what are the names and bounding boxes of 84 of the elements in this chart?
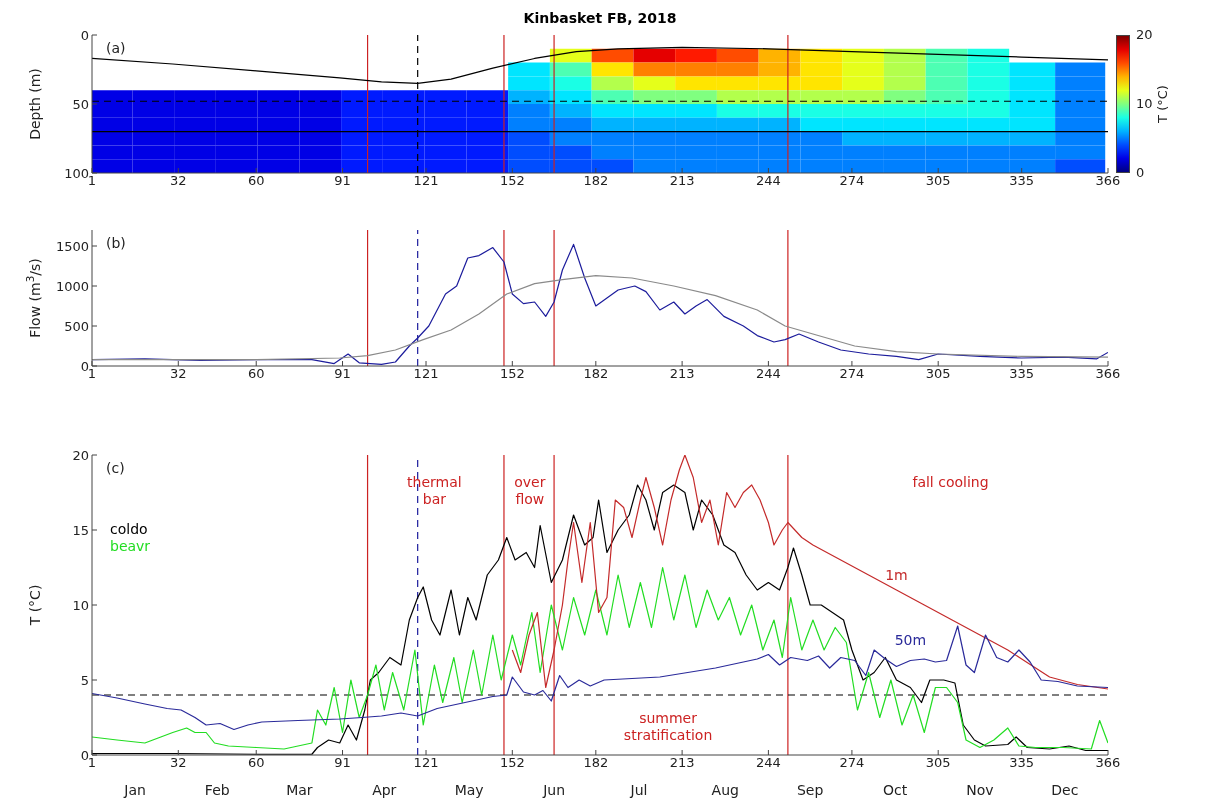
x-tick-label: 305 [925,366,951,382]
x-tick-label: 60 [247,173,265,189]
text: beavr [110,538,151,555]
y-tick-label: 0 [80,27,89,43]
y-tick-label: 0 [80,747,89,763]
x-tick-label: 213 [669,755,695,771]
series-label: 50m [894,631,927,648]
x-tick-label: 274 [839,173,865,189]
x-tick-label: 32 [170,173,187,189]
chart-title: Kinbasket FB, 2018 [522,10,678,26]
x-tick-label: 91 [334,755,351,771]
text: May [454,782,484,798]
x-tick-label: 213 [669,366,695,382]
x-tick-label: 244 [755,366,781,382]
x-tick-label: 182 [583,173,609,189]
annotation: over flow [514,474,546,507]
x-tick-label: 335 [1009,173,1035,189]
text: Feb [204,782,230,798]
annotation: (c) [106,460,125,476]
x-tick-label: 121 [413,366,439,382]
y-tick-label: 0 [80,358,89,374]
text: Jun [542,782,566,798]
y-tick-label: 10 [72,597,89,613]
x-tick-label: 91 [334,366,351,382]
x-tick-label: 91 [334,173,351,189]
text: coldo [110,521,149,538]
y-axis-title: Depth (m) [27,68,43,140]
y-tick-label: 1500 [55,238,89,254]
text: Mar [286,782,313,798]
x-tick-label: 1 [87,366,97,382]
annotation: (a) [106,40,126,56]
x-tick-label: 244 [755,173,781,189]
x-tick-label: 335 [1009,366,1035,382]
x-tick-label: 60 [247,366,265,382]
x-tick-label: 32 [170,366,187,382]
text: Nov [966,782,994,798]
y-tick-label: 50 [72,96,89,112]
color-bar-title: T (°C) [1154,85,1170,123]
x-tick-label: 152 [499,366,525,382]
text: Jan [123,782,146,798]
x-tick-label: 1 [87,755,97,771]
x-tick-label: 182 [583,755,609,771]
text: Dec [1051,782,1079,798]
x-tick-label: 335 [1009,755,1035,771]
y-tick-label: 15 [72,522,89,538]
series-label: 1m [885,567,908,583]
x-tick-label: 60 [247,755,265,771]
x-tick-label: 1 [87,173,97,189]
text: Aug [711,782,739,798]
annotation: thermal bar [407,474,462,507]
x-tick-label: 274 [839,366,865,382]
x-tick-label: 32 [170,755,187,771]
y-tick-label: 5 [80,672,89,688]
line-series [92,625,1108,731]
x-tick-label: 182 [583,366,609,382]
y-tick-label: 100 [64,165,89,181]
text: Jul [629,782,648,798]
x-tick-label: 305 [925,755,951,771]
color-bar-label: 10 [1136,96,1153,111]
y-tick-label: 20 [72,447,89,463]
x-tick-label: 152 [499,755,525,771]
x-tick-label: 305 [925,173,951,189]
annotation: summer stratification [623,709,713,743]
line-series [92,275,1108,361]
y-tick-label: 500 [64,318,89,334]
y-axis-title: T (°C) [27,584,43,627]
line-series [92,566,1108,750]
annotation: fall cooling [912,474,989,490]
annotation: (b) [106,235,126,251]
text: Sep [796,782,824,798]
text: Oct [882,782,908,798]
x-tick-label: 152 [499,173,525,189]
y-tick-label: 1000 [55,278,89,294]
x-tick-label: 366 [1095,755,1121,771]
x-tick-label: 366 [1095,366,1121,382]
x-tick-label: 244 [755,755,781,771]
x-tick-label: 121 [413,173,439,189]
x-tick-label: 121 [413,755,439,771]
color-bar-label: 0 [1136,165,1145,180]
x-tick-label: 274 [839,755,865,771]
x-tick-label: 366 [1095,173,1121,189]
color-bar-label: 20 [1136,27,1153,42]
x-tick-label: 213 [669,173,695,189]
text: Apr [372,782,397,798]
